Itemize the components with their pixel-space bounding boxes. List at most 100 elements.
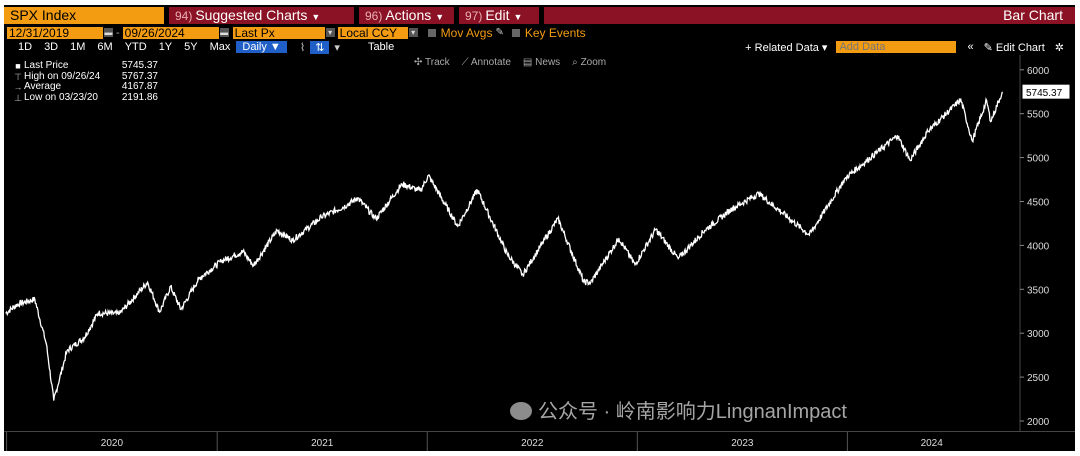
x-tick-label: 2020 [101,438,124,449]
add-data-input[interactable] [836,41,957,53]
plus-icon: + [745,41,752,54]
price-point [427,174,430,177]
legend-label: Last Price [24,60,69,71]
high-marker-icon: ⊤ [14,71,22,82]
tool-label: Track [425,57,450,68]
price-point [909,159,911,161]
more-dropdown-icon[interactable]: ▾ [334,41,340,54]
price-point [960,99,962,101]
price-chart[interactable]: 2000 2500 3000 3500 4000 4500 5000 5500 6000 5745… [4,55,1075,431]
price-point [476,189,478,191]
key-events-checkbox[interactable] [511,28,520,37]
edit-menu[interactable]: 97) Edit ▼ [459,7,539,24]
price-point [677,257,679,260]
range-1m[interactable]: 1M [70,41,86,53]
key-events-label: Key Events [524,25,586,40]
y-tick-label: 3500 [1027,285,1050,296]
range-1y[interactable]: 1Y [158,41,173,53]
price-point [53,399,55,401]
related-data-label: Related Data [754,41,819,54]
chart-style-icon[interactable]: ⌇ [299,41,306,54]
price-point [618,237,620,239]
price-point [986,99,988,102]
currency-select[interactable]: Local CCY [337,26,408,39]
price-point [375,218,377,220]
edit-chart-button[interactable]: ✎ Edit Chart [979,41,1050,54]
price-point [927,130,929,132]
related-data-button[interactable]: + Related Data ▾ [745,41,828,54]
gear-icon[interactable]: ✲ [1054,41,1064,54]
watermark: 公众号 · 岭南影响力LingnanImpact [510,395,847,424]
start-date-field[interactable]: 12/31/2019 [7,26,103,39]
bar-style-icon[interactable]: ⇅ [310,40,330,54]
x-axis: 2020 2021 2022 2023 2024 [4,431,1075,451]
dropdown-icon[interactable]: ▾ [325,28,335,37]
price-point [291,239,294,241]
legend-value: 5745.37 [121,60,158,71]
chart-toolbar: ✣ Track ⟋ Annotate ▤ News ⌕ Zoom [414,57,606,68]
pencil-icon[interactable]: ✎ [495,27,504,38]
tool-label: Zoom [580,57,607,68]
price-point [971,140,973,142]
price-point [169,286,172,288]
range-ytd[interactable]: YTD [124,41,147,53]
mov-avgs-label: Mov Avgs [440,25,493,40]
price-point [990,120,992,123]
price-point [704,229,706,232]
frequency-select[interactable]: Daily ▼ [236,41,287,53]
price-field-select[interactable]: Last Px [232,26,325,39]
edit-chart-label: Edit Chart [995,41,1045,54]
price-point [159,311,161,313]
tool-label: Annotate [470,57,511,68]
y-tick-label: 3000 [1027,329,1050,340]
price-point [252,264,255,267]
price-point [634,264,636,266]
price-point [401,183,403,185]
tool-annotate[interactable]: ⟋ Annotate [462,57,511,68]
calendar-icon[interactable]: ▬ [104,28,113,37]
y-tick-label: 6000 [1027,66,1050,77]
tool-zoom[interactable]: ⌕ Zoom [572,57,606,68]
price-point [5,312,7,314]
price-point [557,218,559,220]
mov-avgs-checkbox[interactable] [427,28,436,37]
wechat-icon [510,402,532,420]
tool-track[interactable]: ✣ Track [414,57,450,68]
x-tick-label: 2021 [311,438,334,449]
collapse-icon[interactable]: « [967,41,974,53]
pencil-icon: ✎ [983,41,993,54]
last-price-tag [1021,83,1071,100]
calendar-icon[interactable]: ▬ [219,28,229,37]
range-6m[interactable]: 6M [97,41,113,53]
price-point [758,192,760,195]
price-point [1001,91,1003,93]
range-5y[interactable]: 5Y [184,41,198,53]
news-icon: ▤ [522,57,533,68]
tool-label: News [535,57,561,68]
dropdown-icon[interactable]: ▾ [408,28,418,37]
tool-news[interactable]: ▤ News [523,57,560,68]
legend-row-high: ⊤ High on 09/26/24 5767.37 [12,71,158,83]
frequency-label: Daily [242,41,267,53]
ticker-field[interactable]: SPX Index [4,7,164,24]
table-button[interactable]: Table [367,41,395,53]
range-1d[interactable]: 1D [18,41,33,53]
suggested-charts-menu[interactable]: 94) Suggested Charts ▼ [169,7,354,24]
menu-number: 94) [175,9,193,23]
actions-menu[interactable]: 96) Actions ▼ [359,7,454,24]
square-icon: ■ [15,61,21,71]
y-tick-label: 4500 [1027,197,1050,208]
price-point [118,313,120,315]
price-point [97,312,99,314]
price-point [419,190,421,192]
average-marker-icon: → [13,82,23,92]
price-point [590,281,592,284]
end-date-field[interactable]: 09/26/2024 [122,26,219,39]
x-tick-label: 2023 [731,438,754,449]
legend-label: Low on 03/23/20 [24,91,98,103]
range-max[interactable]: Max [209,41,231,53]
legend-value: 4167.87 [121,81,158,92]
y-tick-label: 2500 [1027,373,1050,384]
price-point [146,281,149,283]
range-3d[interactable]: 3D [44,41,59,53]
